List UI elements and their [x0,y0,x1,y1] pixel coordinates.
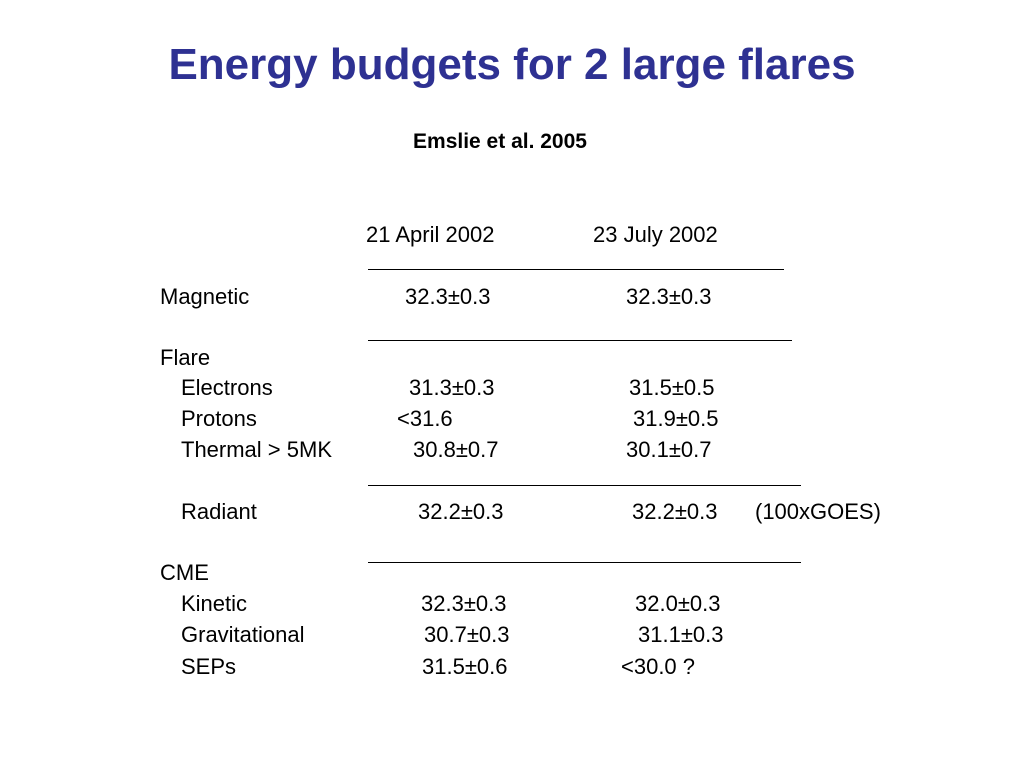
value-thermal-april: 30.8±0.7 [413,437,499,462]
value-electrons-july: 31.5±0.5 [629,375,715,400]
row-label-seps: SEPs [181,654,237,679]
value-radiant-april: 32.2±0.3 [418,499,504,524]
radiant-note: (100xGOES) [755,499,881,524]
value-thermal-july: 30.1±0.7 [626,437,712,462]
row-label-magnetic: Magnetic [160,284,250,309]
slide-subtitle: Emslie et al. 2005 [413,130,587,153]
row-label-electrons: Electrons [181,375,273,400]
column-header-july: 23 July 2002 [593,222,718,247]
row-label-gravitational: Gravitational [181,622,305,647]
group-label-cme: CME [160,560,209,585]
value-electrons-april: 31.3±0.3 [409,375,495,400]
row-label-kinetic: Kinetic [181,591,248,616]
value-seps-april: 31.5±0.6 [422,654,508,679]
slide-title: Energy budgets for 2 large flares [168,40,856,89]
table-rule [368,485,801,486]
row-label-protons: Protons [181,406,257,431]
table-rule [368,562,801,563]
table-rule [368,340,792,341]
value-radiant-july: 32.2±0.3 [632,499,718,524]
value-protons-april: <31.6 [397,406,453,431]
group-label-flare: Flare [160,345,211,370]
value-gravitational-july: 31.1±0.3 [638,622,724,647]
table-rule [368,269,784,270]
row-label-radiant: Radiant [181,499,257,524]
value-gravitational-april: 30.7±0.3 [424,622,510,647]
value-kinetic-april: 32.3±0.3 [421,591,507,616]
value-protons-july: 31.9±0.5 [633,406,719,431]
column-header-april: 21 April 2002 [366,222,495,247]
row-label-thermal: Thermal > 5MK [181,437,332,462]
value-magnetic-april: 32.3±0.3 [405,284,491,309]
value-seps-july: <30.0 ? [621,654,696,679]
value-kinetic-july: 32.0±0.3 [635,591,721,616]
value-magnetic-july: 32.3±0.3 [626,284,712,309]
